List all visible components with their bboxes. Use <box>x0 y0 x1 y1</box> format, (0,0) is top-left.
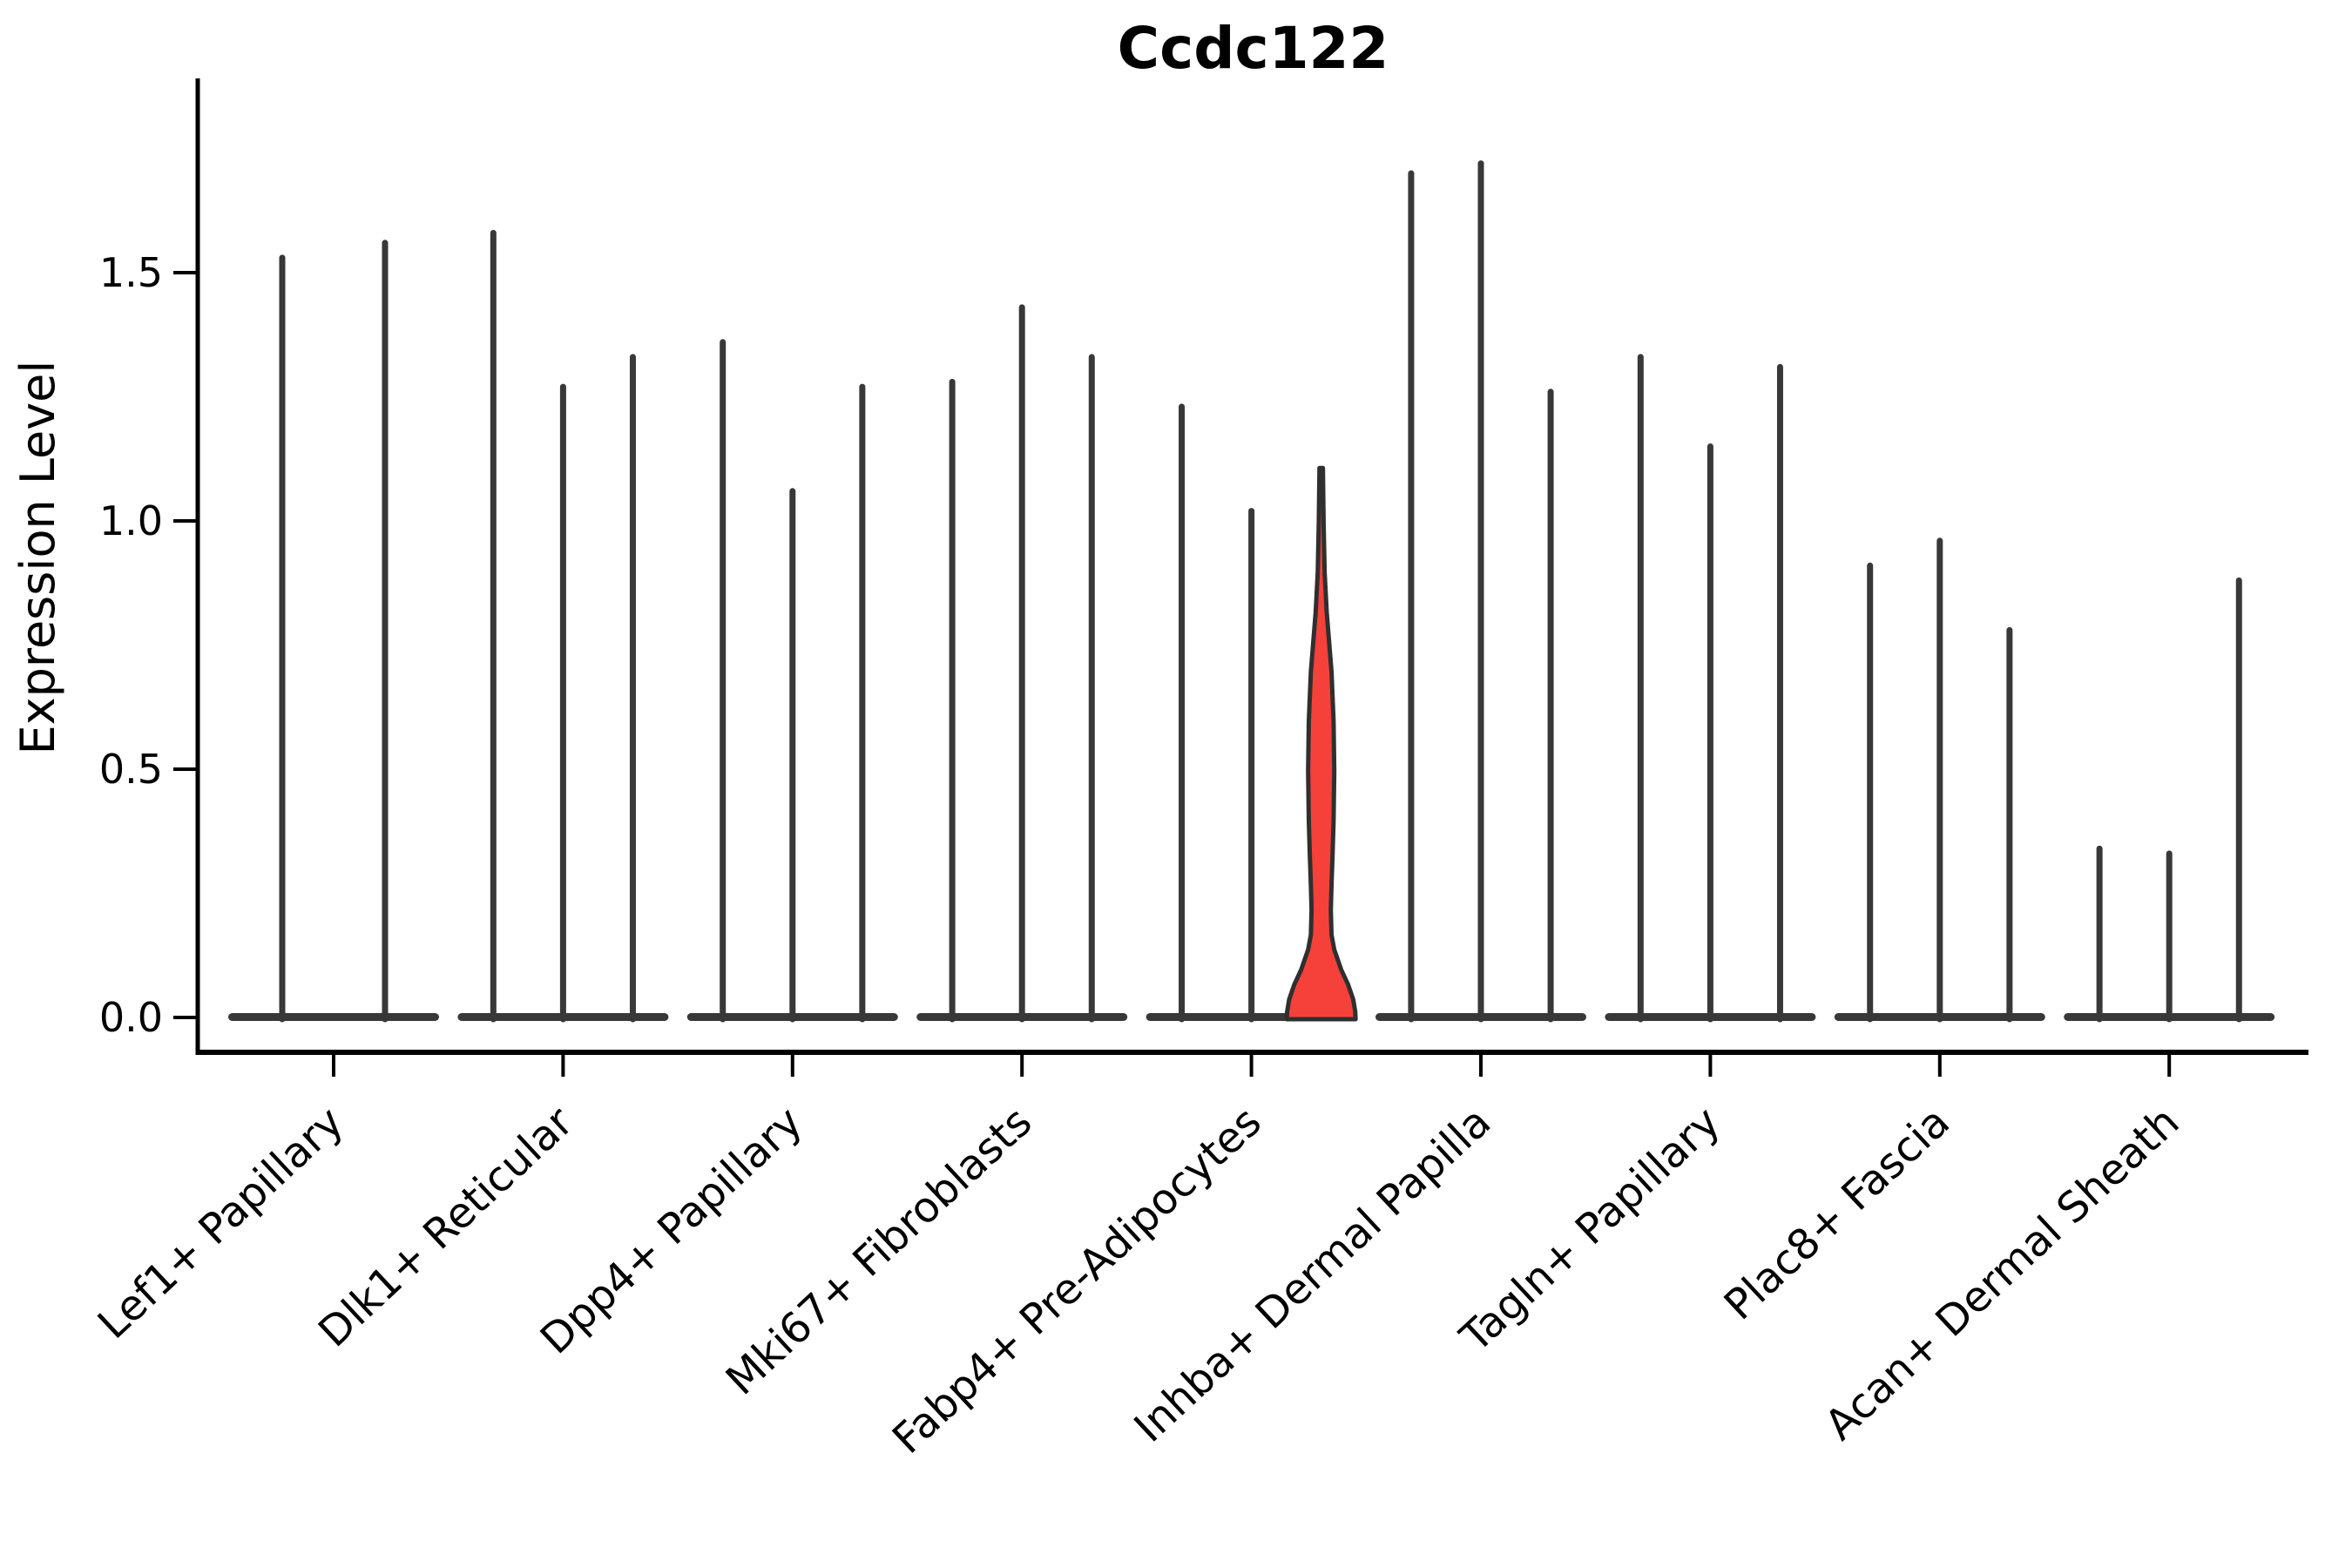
y-tick-label: 1.0 <box>99 497 163 544</box>
violin-group <box>949 304 1095 1023</box>
violin-group <box>279 240 389 1023</box>
violin-group <box>2096 577 2242 1023</box>
x-tick-label: Lef1+ Papillary <box>89 1098 353 1348</box>
violin-group <box>1637 354 1783 1023</box>
y-tick-label: 1.5 <box>99 249 163 296</box>
x-tick-label: Plac8+ Fascia <box>1715 1098 1959 1330</box>
y-axis-ticks: 0.0 0.5 1.0 1.5 <box>99 249 198 1041</box>
highlighted-violin <box>1284 465 1358 1022</box>
violin-group <box>1408 160 1554 1023</box>
violins-layer <box>279 160 2242 1023</box>
y-tick-label: 0.0 <box>99 994 163 1041</box>
violin-group <box>490 229 636 1023</box>
violin-group <box>1179 403 1358 1023</box>
chart-title: Ccdc122 <box>1118 15 1389 82</box>
y-tick-label: 0.5 <box>99 746 163 793</box>
violin-group <box>1867 537 2013 1023</box>
y-axis-label: Expression Level <box>10 361 65 755</box>
violin-group <box>720 339 866 1023</box>
violin-baseline <box>228 1013 439 1021</box>
x-tick-label: Fabp4+ Pre-Adipocytes <box>883 1098 1271 1463</box>
